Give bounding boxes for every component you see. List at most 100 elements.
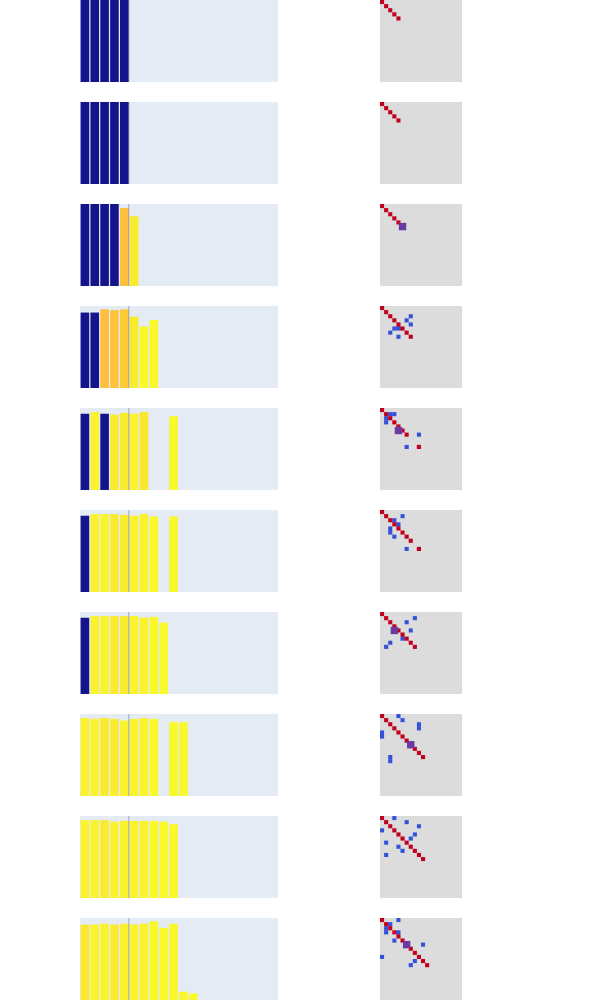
bar xyxy=(80,820,90,898)
matrix-cell-diagonal xyxy=(408,538,413,543)
matrix-cell-diagonal xyxy=(396,118,401,123)
bar xyxy=(129,316,139,388)
bar-panel-background xyxy=(80,714,278,796)
matrix-cell-offdiag xyxy=(388,755,393,760)
matrix-cell-diagonal xyxy=(388,110,393,115)
matrix-cell-diagonal xyxy=(392,624,397,629)
matrix-cell-diagonal xyxy=(408,334,413,339)
bar xyxy=(149,718,159,796)
matrix-cell-overlap xyxy=(390,626,399,635)
matrix-cell-offdiag xyxy=(404,444,409,449)
matrix-cell-diagonal xyxy=(416,546,421,551)
bar xyxy=(110,204,119,286)
bar xyxy=(90,718,100,796)
matrix-cell-diagonal xyxy=(416,954,421,959)
matrix-cell-offdiag xyxy=(416,824,421,829)
matrix-cell-diagonal xyxy=(396,628,401,633)
matrix-cell-diagonal xyxy=(380,816,385,821)
matrix-cell-diagonal xyxy=(421,959,426,964)
matrix-cell-offdiag xyxy=(400,636,405,641)
matrix-cell-diagonal xyxy=(388,824,393,829)
matrix-cell-diagonal xyxy=(380,0,385,5)
matrix-cell-offdiag xyxy=(396,930,401,935)
bar xyxy=(169,416,178,490)
matrix-cell-diagonal xyxy=(384,718,389,723)
bar xyxy=(110,616,119,694)
matrix-cell-diagonal xyxy=(380,714,385,719)
bar xyxy=(100,718,109,796)
matrix-cell-diagonal xyxy=(404,432,409,437)
matrix-cell-diagonal xyxy=(412,848,417,853)
bar xyxy=(129,924,139,1000)
matrix-cell-diagonal xyxy=(388,620,393,625)
chart-row xyxy=(80,918,462,1000)
matrix-cell-diagonal xyxy=(388,212,393,217)
matrix-cell-offdiag xyxy=(380,954,385,959)
matrix-cell-diagonal xyxy=(392,930,397,935)
bar xyxy=(169,722,178,796)
bar-panel-background xyxy=(80,102,278,184)
matrix-cell-diagonal xyxy=(404,738,409,743)
matrix-cell-diagonal xyxy=(421,755,426,760)
bar xyxy=(149,516,159,592)
matrix-cell-offdiag xyxy=(384,420,389,425)
matrix-cell-offdiag xyxy=(421,942,426,947)
matrix-cell-offdiag xyxy=(388,759,393,764)
matrix-cell-offdiag xyxy=(416,432,421,437)
matrix-cell-offdiag xyxy=(400,514,405,519)
bar xyxy=(90,102,100,184)
matrix-cell-diagonal xyxy=(396,730,401,735)
matrix-cell-diagonal xyxy=(384,616,389,621)
bar xyxy=(110,514,119,592)
matrix-cell-diagonal xyxy=(384,820,389,825)
matrix-cell-diagonal xyxy=(425,963,430,968)
matrix-cell-overlap xyxy=(398,222,407,231)
bar xyxy=(120,0,129,82)
bar xyxy=(129,718,139,796)
bar xyxy=(110,102,119,184)
matrix-cell-diagonal xyxy=(400,530,405,535)
bar xyxy=(159,622,168,694)
matrix-cell-diagonal xyxy=(396,16,401,21)
bar-panel-background xyxy=(80,306,278,388)
bar xyxy=(139,718,149,796)
matrix-cell-offdiag xyxy=(396,918,401,923)
matrix-cell-offdiag xyxy=(404,546,409,551)
matrix-cell-offdiag xyxy=(388,526,393,531)
matrix-cell-offdiag xyxy=(396,522,401,527)
matrix-cell-offdiag xyxy=(408,314,413,319)
bar xyxy=(120,412,129,490)
matrix-cell-diagonal xyxy=(392,318,397,323)
bar xyxy=(179,991,188,1000)
bar xyxy=(100,820,109,898)
matrix-cell-diagonal xyxy=(421,857,426,862)
bar xyxy=(129,515,139,592)
matrix-cell-diagonal xyxy=(408,640,413,645)
bar xyxy=(149,616,159,694)
bar xyxy=(120,720,129,796)
matrix-cell-offdiag xyxy=(404,318,409,323)
chart-row xyxy=(80,612,462,694)
matrix-cell-diagonal xyxy=(396,322,401,327)
matrix-cell-diagonal xyxy=(392,114,397,119)
matrix-cell-diagonal xyxy=(412,950,417,955)
bar xyxy=(80,718,90,796)
bar xyxy=(169,923,178,1000)
matrix-cell-diagonal xyxy=(384,310,389,315)
matrix-cell-diagonal xyxy=(400,734,405,739)
bar xyxy=(100,309,109,388)
bar xyxy=(159,821,168,898)
bar xyxy=(80,413,90,490)
matrix-cell-offdiag xyxy=(388,412,393,417)
matrix-cell-offdiag xyxy=(400,848,405,853)
bar xyxy=(110,924,119,1000)
matrix-cell-diagonal xyxy=(396,832,401,837)
bar xyxy=(80,924,90,1000)
bar xyxy=(90,924,100,1000)
bar xyxy=(100,0,109,82)
matrix-cell-offdiag xyxy=(392,534,397,539)
bar xyxy=(100,616,109,694)
bar xyxy=(110,718,119,796)
